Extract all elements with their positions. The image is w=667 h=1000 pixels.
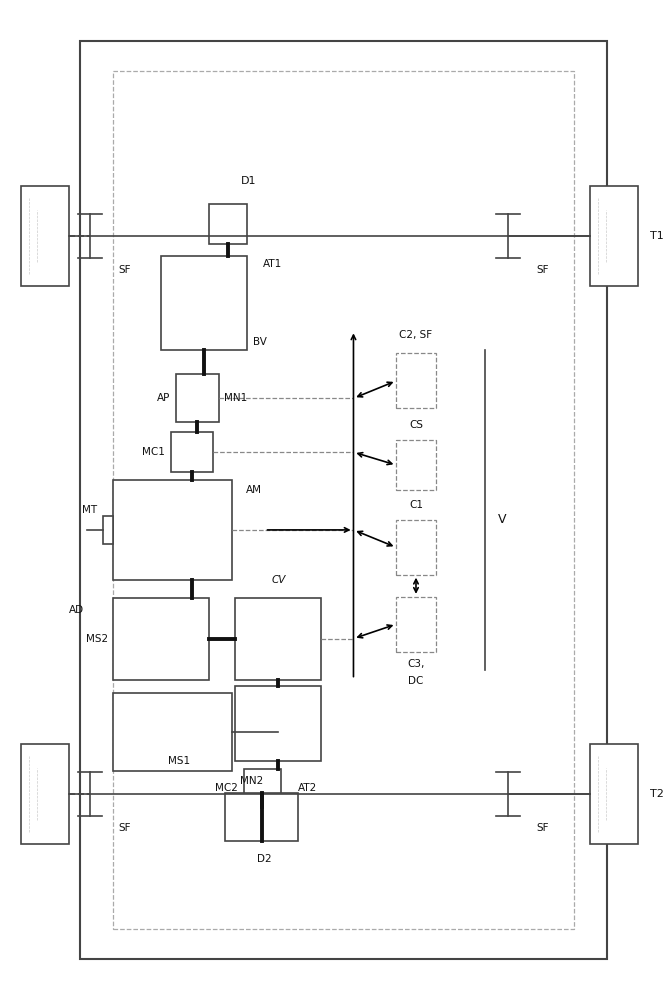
Bar — [21, 744, 69, 844]
Bar — [243, 769, 281, 807]
Bar — [225, 793, 297, 841]
Bar — [396, 353, 436, 408]
Bar — [113, 480, 231, 580]
Text: C3,: C3, — [408, 659, 425, 669]
Bar — [113, 693, 231, 771]
Text: D2: D2 — [257, 854, 272, 864]
Bar — [235, 686, 321, 761]
Bar — [209, 204, 247, 244]
Bar — [113, 71, 574, 929]
Text: C1: C1 — [409, 500, 423, 510]
Text: BV: BV — [253, 337, 267, 347]
Text: MN1: MN1 — [224, 393, 247, 403]
Bar — [103, 516, 113, 544]
Text: DC: DC — [408, 676, 424, 686]
Text: MC1: MC1 — [142, 447, 165, 457]
Bar — [396, 597, 436, 652]
Bar — [80, 41, 607, 959]
Text: SF: SF — [119, 823, 131, 833]
Bar — [396, 520, 436, 575]
Bar — [590, 744, 638, 844]
Text: MT: MT — [81, 505, 97, 515]
Bar — [21, 186, 69, 286]
Text: AD: AD — [69, 605, 83, 615]
Text: MC2: MC2 — [215, 783, 238, 793]
Bar — [171, 432, 213, 472]
Text: AM: AM — [246, 485, 262, 495]
Bar — [396, 440, 436, 490]
Text: D1: D1 — [241, 176, 256, 186]
Text: MS1: MS1 — [168, 756, 190, 766]
Text: SF: SF — [536, 823, 549, 833]
Text: AP: AP — [157, 393, 171, 403]
Text: CS: CS — [409, 420, 423, 430]
Bar — [113, 598, 209, 680]
Text: CV: CV — [271, 575, 285, 585]
Text: MS2: MS2 — [86, 634, 108, 644]
Text: SF: SF — [536, 265, 549, 275]
Bar — [176, 374, 219, 422]
Bar — [235, 598, 321, 680]
Text: AT2: AT2 — [297, 783, 317, 793]
Text: SF: SF — [119, 265, 131, 275]
Bar — [161, 256, 247, 350]
Text: AT1: AT1 — [263, 259, 283, 269]
Text: C2, SF: C2, SF — [400, 330, 433, 340]
Text: V: V — [498, 513, 507, 526]
Bar — [590, 186, 638, 286]
Text: T1: T1 — [650, 231, 664, 241]
Text: T2: T2 — [650, 789, 664, 799]
Text: MN2: MN2 — [240, 776, 263, 786]
